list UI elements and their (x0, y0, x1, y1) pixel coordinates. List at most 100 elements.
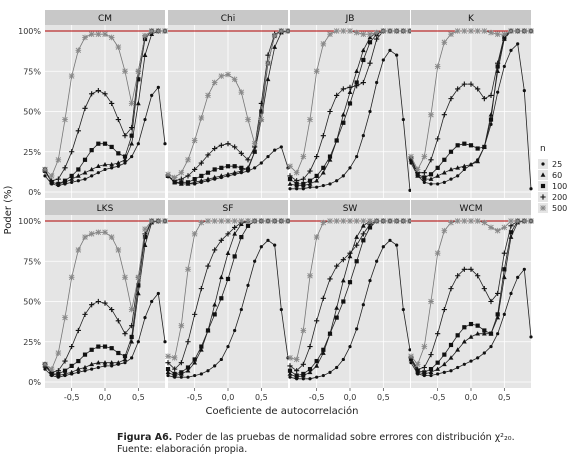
data-point (43, 174, 47, 178)
data-point (109, 144, 114, 150)
figure-caption: Figura A6. Poder de las pruebas de norma… (117, 432, 577, 456)
data-point (347, 28, 353, 34)
data-point (205, 170, 211, 175)
data-point (300, 327, 307, 334)
data-point (89, 302, 95, 308)
data-point (421, 364, 427, 371)
x-tick-label: -0,5 (64, 393, 80, 402)
data-point (334, 263, 340, 269)
data-point (422, 180, 426, 184)
data-point (149, 31, 155, 37)
data-point (488, 298, 494, 305)
data-point (218, 142, 224, 148)
data-point (142, 52, 148, 57)
data-point (528, 218, 534, 224)
data-point (495, 312, 500, 317)
data-point (62, 116, 68, 123)
data-point (347, 89, 353, 94)
facet-panel-lks: LKS 0% 25% 50% 75% 100% -0,5 0,0 0,5 (18, 200, 168, 402)
data-point (191, 231, 198, 237)
data-point (328, 370, 332, 374)
data-point (185, 173, 191, 179)
data-point (115, 44, 122, 50)
data-point (108, 234, 115, 240)
data-point (388, 238, 392, 242)
data-point (341, 174, 345, 178)
data-point (219, 357, 223, 362)
data-point (340, 28, 347, 34)
data-point (163, 340, 167, 344)
data-point (355, 327, 359, 331)
data-point (192, 177, 197, 182)
data-point (212, 312, 217, 317)
data-point (348, 166, 352, 170)
data-point (82, 105, 88, 111)
data-point (135, 100, 141, 106)
y-tick-label: 100% (18, 217, 41, 226)
data-point (294, 373, 299, 378)
data-point (314, 178, 320, 183)
data-point (333, 28, 340, 34)
data-point (178, 176, 184, 182)
data-point (340, 86, 346, 92)
data-point (48, 173, 55, 179)
data-point (475, 331, 481, 336)
data-point (509, 48, 513, 52)
data-point (75, 327, 81, 334)
data-point (155, 218, 162, 224)
data-point (529, 187, 533, 191)
data-point (129, 141, 135, 146)
data-point (321, 165, 326, 170)
data-point (82, 170, 88, 175)
data-point (448, 342, 454, 348)
data-point (75, 47, 82, 54)
data-point (136, 340, 140, 344)
data-point (407, 28, 413, 34)
data-point (122, 154, 128, 159)
data-point (102, 360, 108, 365)
data-point (361, 57, 366, 63)
data-point (307, 168, 313, 174)
data-point (448, 96, 454, 102)
data-point (82, 234, 88, 240)
data-point (361, 134, 365, 138)
data-point (387, 28, 393, 34)
data-point (347, 280, 353, 285)
data-point (258, 116, 265, 123)
data-point (239, 235, 244, 240)
data-point (455, 347, 461, 352)
data-point (434, 250, 441, 256)
data-point (96, 344, 101, 349)
data-point (408, 153, 414, 160)
data-point (245, 167, 251, 172)
data-point (128, 100, 135, 107)
data-point (375, 80, 379, 85)
data-point (271, 218, 278, 224)
caption-line: Figura A6. Poder de las pruebas de norma… (117, 432, 577, 444)
legend-label: 25 (552, 160, 562, 169)
data-point (347, 250, 353, 256)
data-point (521, 28, 528, 34)
data-point (401, 307, 405, 312)
data-point (225, 218, 231, 224)
data-point (232, 170, 238, 175)
data-point (522, 267, 526, 271)
x-tick-label: 0,5 (132, 393, 145, 402)
data-point (287, 371, 293, 376)
data-point (185, 180, 191, 185)
legend-entry-100: 100 (538, 181, 567, 191)
legend-entry-25: 25 (538, 159, 562, 169)
facet-panel-sw: SW -0,5 0,0 0,5 (287, 200, 413, 402)
y-tick-label: 50% (23, 298, 41, 307)
y-tick-label: 0% (28, 188, 41, 197)
data-point (367, 40, 373, 45)
data-point (347, 101, 353, 106)
data-point (314, 153, 320, 160)
data-point (488, 117, 494, 122)
data-point (172, 366, 178, 372)
series-n-500 (408, 28, 534, 173)
data-point (442, 370, 446, 374)
data-point (474, 218, 481, 224)
data-point (82, 352, 88, 357)
data-point (509, 291, 513, 296)
